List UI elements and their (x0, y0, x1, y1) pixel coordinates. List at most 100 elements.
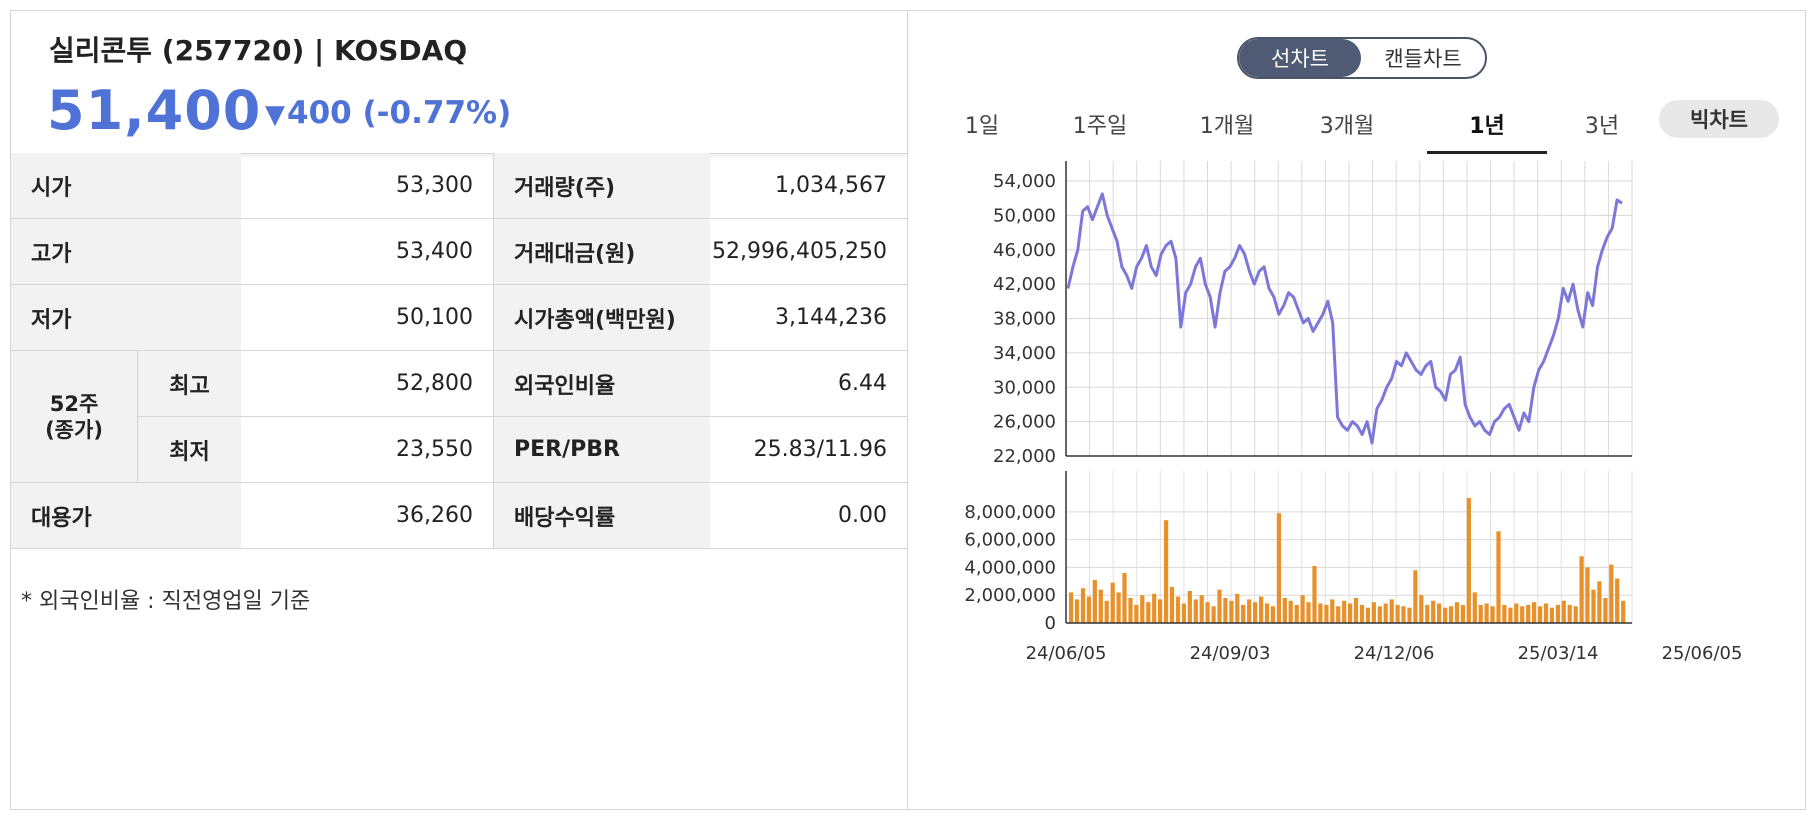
big-chart-button[interactable]: 빅차트 (1659, 100, 1779, 138)
y-tick-label: 46,000 (993, 240, 1056, 261)
y-tick-label: 26,000 (993, 412, 1056, 433)
volume-bar (1247, 599, 1252, 623)
tab-1month[interactable]: 1개월 (1199, 114, 1255, 139)
x-tick-label: 25/03/14 (1518, 643, 1599, 664)
volume-bar (1169, 586, 1175, 623)
volume-value: 1,034,567 (710, 153, 907, 219)
substitute-price-label: 대용가 (11, 482, 241, 549)
volume-bar (1395, 604, 1400, 623)
week52-label: 52주 (종가) (11, 350, 138, 483)
stats-table: 시가 53,300 거래량(주) 1,034,567 고가 53,400 거래대… (11, 153, 907, 549)
volume-bar (1294, 604, 1299, 623)
trade-value-label: 거래대금(원) (493, 218, 710, 285)
volume-bar (1181, 603, 1186, 623)
volume-bar (1448, 606, 1454, 623)
volume-bar (1543, 603, 1549, 623)
line-chart-button[interactable]: 선차트 (1239, 39, 1361, 77)
week52-high-value: 52,800 (241, 350, 494, 417)
volume-bar (1520, 606, 1525, 623)
price-line (1066, 192, 1623, 445)
volume-bar (1567, 604, 1572, 623)
volume-bar (1158, 599, 1163, 623)
y-tick-label: 6,000,000 (964, 530, 1056, 551)
volume-bar (1365, 607, 1370, 623)
volume-bar (1241, 604, 1246, 623)
per-pbr-value: 25.83/11.96 (710, 416, 907, 483)
y-tick-label: 2,000,000 (964, 585, 1056, 606)
y-tick-label: 50,000 (993, 205, 1056, 226)
volume-bar (1134, 604, 1139, 623)
volume-bar (1282, 598, 1287, 623)
price-change-value: 400 (-0.77%) (287, 95, 512, 131)
volume-bar (1478, 604, 1483, 623)
volume-bar (1514, 603, 1519, 623)
x-tick-label: 24/06/05 (1026, 643, 1107, 664)
per-pbr-label: PER/PBR (493, 416, 710, 483)
volume-bar (1312, 566, 1317, 623)
volume-bar (1110, 582, 1115, 623)
candle-chart-button[interactable]: 캔들차트 (1384, 47, 1462, 71)
volume-bar (1502, 604, 1507, 623)
volume-bar (1389, 599, 1394, 623)
volume-bar (1472, 592, 1477, 623)
volume-bar (1425, 604, 1430, 623)
volume-bar (1573, 606, 1578, 623)
y-tick-label: 22,000 (993, 446, 1056, 467)
trade-value-value: 52,996,405,250 (710, 218, 907, 285)
period-tabs: 1일 1주일 1개월 3개월 1년 3년 (947, 97, 1787, 154)
volume-bar (1152, 593, 1157, 623)
week52-low-label: 최저 (137, 416, 241, 483)
week52-high-label: 최고 (137, 350, 241, 417)
volume-bar (1431, 600, 1436, 623)
foreign-ratio-value: 6.44 (710, 350, 907, 417)
triangle-down-icon: ▼ (265, 100, 285, 130)
volume-bar (1264, 603, 1270, 623)
volume-label: 거래량(주) (493, 153, 710, 219)
volume-bar (1122, 573, 1127, 623)
volume-bar (1270, 606, 1275, 623)
volume-bar (1276, 513, 1281, 623)
volume-bar (1454, 602, 1460, 623)
volume-bar (1140, 595, 1145, 623)
stock-widget: 실리콘투 (257720) | KOSDAQ 51,400 ▼400 (-0.7… (10, 10, 1806, 810)
dividend-yield-value: 0.00 (710, 482, 907, 549)
foreign-ratio-note: * 외국인비율 : 직전영업일 기준 (21, 589, 311, 614)
volume-bar (1330, 599, 1335, 623)
volume-bar (1348, 603, 1353, 623)
volume-bar (1146, 602, 1151, 623)
volume-bar (1324, 604, 1329, 623)
tab-1year[interactable]: 1년 (1427, 97, 1547, 154)
volume-bar (1609, 564, 1614, 623)
stock-title: 실리콘투 (257720) | KOSDAQ (49, 34, 468, 67)
tab-1day[interactable]: 1일 (964, 114, 1000, 139)
open-value: 53,300 (241, 153, 494, 219)
substitute-price-value: 36,260 (241, 482, 494, 549)
volume-bar (1092, 579, 1097, 623)
volume-bar (1300, 595, 1305, 623)
tab-3month[interactable]: 3개월 (1319, 114, 1375, 139)
volume-bar (1306, 602, 1311, 623)
volume-bar (1205, 602, 1210, 623)
volume-bar (1259, 596, 1264, 623)
stock-info-panel: 실리콘투 (257720) | KOSDAQ 51,400 ▼400 (-0.7… (11, 11, 908, 809)
y-tick-label: 34,000 (993, 343, 1056, 364)
y-tick-label: 42,000 (993, 274, 1056, 295)
dividend-yield-label: 배당수익률 (493, 482, 710, 549)
volume-bar (1615, 578, 1620, 623)
market-cap-label: 시가총액(백만원) (493, 284, 710, 351)
tab-3year[interactable]: 3년 (1584, 114, 1620, 139)
low-label: 저가 (11, 284, 241, 351)
volume-bar (1371, 602, 1376, 623)
volume-bar (1419, 595, 1424, 623)
volume-bar (1318, 603, 1323, 623)
volume-bar (1437, 603, 1442, 623)
volume-bar (1490, 606, 1495, 623)
volume-bar (1401, 606, 1406, 623)
chart-type-toggle: 선차트 캔들차트 (1237, 37, 1487, 79)
volume-bar (1211, 606, 1216, 623)
volume-bar (1164, 520, 1169, 623)
volume-bar (1342, 600, 1347, 623)
tab-1week[interactable]: 1주일 (1072, 114, 1128, 139)
volume-bar (1074, 599, 1080, 623)
volume-bar (1508, 607, 1513, 623)
